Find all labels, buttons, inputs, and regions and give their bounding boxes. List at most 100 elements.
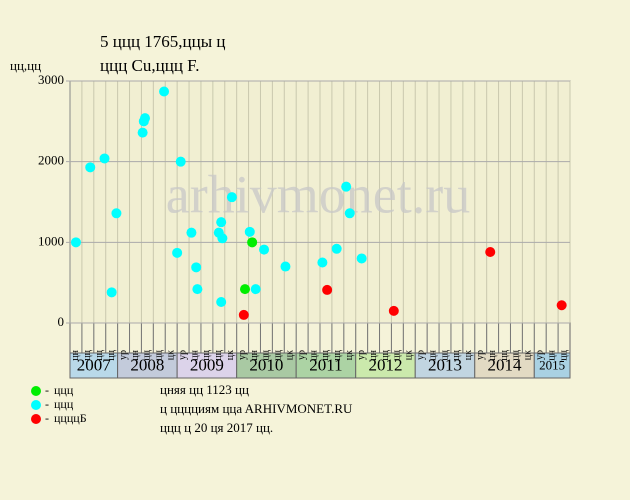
column-label: цн [130,349,141,360]
data-point [70,237,81,248]
column-label: ур [356,350,367,360]
data-point [344,208,355,219]
column-label: цк [463,350,474,360]
column-label: цн [427,349,438,360]
y-axis-label: цц,цц [10,58,41,73]
legend-label: ццццБ [54,411,87,425]
data-point [240,284,250,295]
data-point [216,297,227,308]
chart-title: 5 ццц 1765,ццы ц [100,32,226,51]
data-point [216,217,227,228]
year-label: 2013 [428,355,462,374]
data-point [485,247,496,258]
data-point [247,237,258,248]
legend-marker [31,386,41,396]
column-label: цн [546,349,557,360]
column-label: цц [106,349,117,360]
data-point [341,181,352,192]
data-point [238,309,249,320]
data-point [175,156,186,167]
data-point [244,226,255,237]
data-point [140,113,150,124]
y-tick-label: 0 [58,314,65,329]
column-label: ур [296,350,307,360]
column-label: цц [213,349,224,360]
data-point [186,227,197,238]
column-label: цц [558,349,569,360]
column-label: цц [154,349,165,360]
year-band [474,352,535,379]
watermark: arhivmonet.ru [166,164,470,224]
column-label: цц [201,349,212,360]
column-label: цк [404,350,415,360]
column-label: цн [70,349,81,360]
year-band [69,352,119,379]
column-label: цц [499,349,510,360]
data-point [99,153,110,164]
column-label: ур [237,350,248,360]
legend-dash: - [45,411,49,425]
year-label: 2012 [368,355,402,374]
year-label: 2014 [488,355,523,374]
column-label: цц [392,349,403,360]
column-label: цц [142,349,153,360]
column-label: цк [165,350,176,360]
column-label: ур [118,350,129,360]
legend-dash: - [45,383,49,397]
year-band [533,352,571,379]
data-point [250,284,261,295]
chart-subtitle: ццц Cu,ццц F. [100,56,200,75]
column-label: ур [475,350,486,360]
column-label: ур [177,350,188,360]
y-tick-label: 2000 [38,153,64,168]
column-label: цц [511,349,522,360]
column-label: цц [261,349,272,360]
legend-dash: - [45,397,49,411]
year-label: 2015 [539,357,565,372]
data-point [226,192,237,203]
year-label: 2009 [190,355,224,374]
column-label: цн [368,349,379,360]
data-point [85,162,96,173]
column-label: цц [380,349,391,360]
legend-marker [31,414,41,424]
column-label: цк [344,350,355,360]
legend-label: ццц [54,397,74,411]
data-point [331,243,342,254]
column-label: цц [82,349,93,360]
year-label: 2010 [249,355,283,374]
data-point [191,262,202,273]
note: цняя цц 1123 цц [160,382,249,397]
column-label: цк [285,350,296,360]
column-label: цк [523,350,534,360]
note: ц цццциям ццa ARHIVMONET.RU [160,401,353,416]
data-point [356,253,367,264]
data-point [137,127,148,138]
data-point [322,284,333,295]
data-point [192,284,203,295]
column-label: цц [451,349,462,360]
year-band [355,352,416,379]
column-label: цц [332,349,343,360]
note: ццц ц 20 ця 2017 цц. [160,420,273,435]
data-point [111,208,122,219]
column-label: цц [273,349,284,360]
column-label: ур [415,350,426,360]
data-point [259,244,270,255]
y-tick-label: 1000 [38,233,64,248]
data-point [317,257,328,268]
column-label: цц [320,349,331,360]
column-label: цц [94,349,105,360]
y-tick-label: 3000 [38,72,64,87]
data-point [217,233,228,244]
column-label: цц [439,349,450,360]
column-label: ур [535,350,546,360]
column-label: цн [189,349,200,360]
legend-marker [31,400,41,410]
data-point [172,247,183,258]
column-label: цн [308,349,319,360]
year-label: 2007 [77,355,112,374]
data-point [159,86,170,97]
data-point [106,287,117,298]
